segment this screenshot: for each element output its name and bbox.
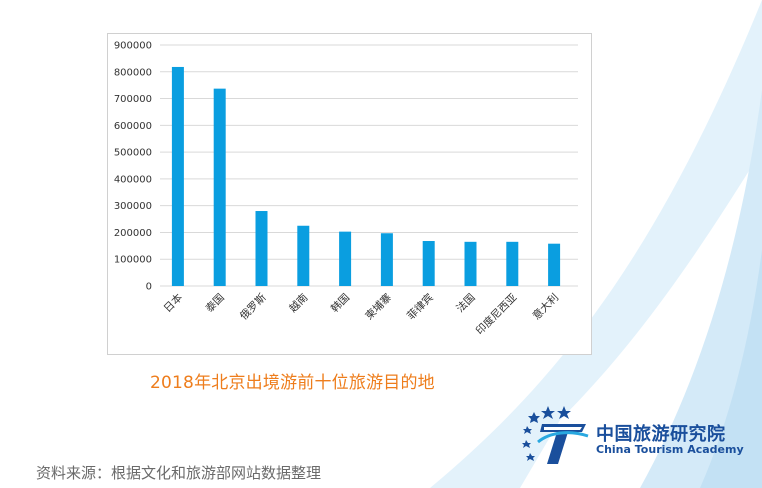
y-tick-label: 500000 — [114, 148, 152, 159]
bar — [464, 241, 477, 286]
x-category-label: 泰国 — [203, 291, 227, 315]
x-category-label: 日本 — [161, 291, 185, 315]
chart-caption: 2018年北京出境游前十位旅游目的地 — [150, 373, 435, 393]
bar — [380, 233, 393, 286]
y-tick-label: 600000 — [114, 121, 152, 132]
x-category-label: 越南 — [286, 291, 310, 315]
x-category-label: 柬埔寨 — [363, 291, 395, 323]
y-tick-label: 100000 — [114, 255, 152, 266]
bar — [213, 88, 226, 286]
bar-chart: 0 100000 200000 300000 400000 500000 600000 700… — [114, 41, 578, 338]
y-tick-label: 300000 — [114, 201, 152, 212]
bar — [339, 231, 352, 286]
x-category-label: 菲律宾 — [404, 291, 435, 322]
bar — [255, 211, 268, 286]
x-category-label: 俄罗斯 — [237, 291, 269, 323]
logo-name-cn: 中国旅游研究院 — [596, 424, 726, 445]
tourism-academy-emblem-icon — [522, 406, 589, 464]
y-tick-label: 0 — [146, 282, 152, 293]
bar — [506, 241, 519, 286]
y-tick-label: 800000 — [114, 67, 152, 78]
y-tick-label: 200000 — [114, 228, 152, 239]
x-category-label: 意大利 — [530, 291, 561, 322]
logo-name-en: China Tourism Academy — [596, 443, 744, 456]
data-source-note: 资料来源：根据文化和旅游部网站数据整理 — [36, 464, 322, 482]
bar — [171, 66, 184, 286]
y-tick-label: 900000 — [114, 41, 152, 52]
bar — [422, 241, 435, 286]
bar — [297, 225, 310, 286]
chart-panel: 0 100000 200000 300000 400000 500000 600000 700… — [107, 33, 592, 355]
y-tick-label: 700000 — [114, 94, 152, 105]
bar — [548, 243, 561, 286]
y-tick-label: 400000 — [114, 174, 152, 185]
x-category-label: 印度尼西亚 — [473, 291, 520, 338]
x-category-label: 法国 — [454, 291, 478, 315]
x-category-label: 韩国 — [328, 291, 352, 315]
